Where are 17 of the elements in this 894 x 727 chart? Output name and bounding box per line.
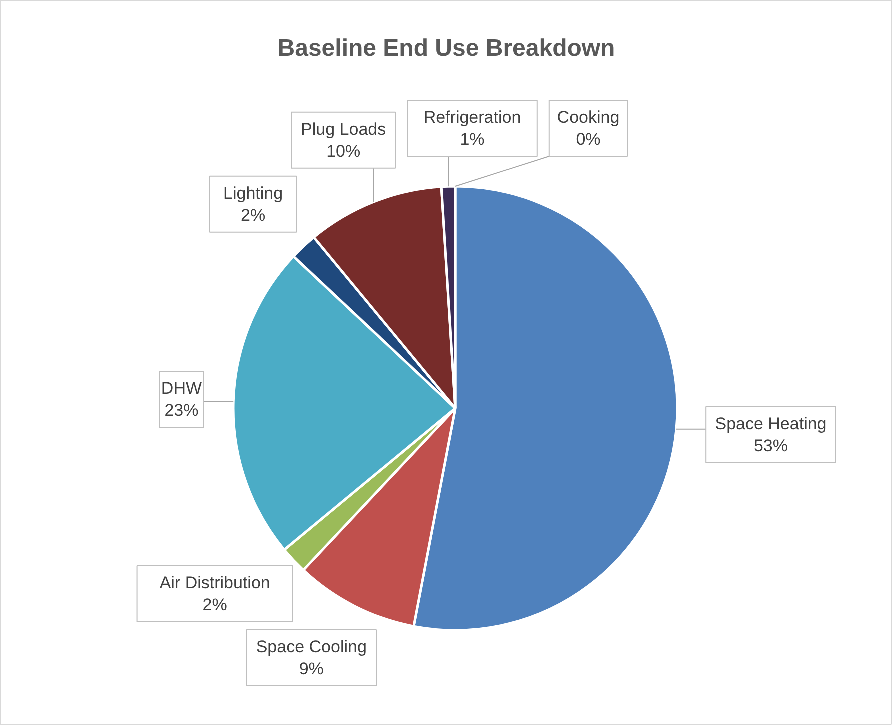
data-label: 23%	[164, 401, 199, 420]
slice-label: Air Distribution	[160, 573, 270, 592]
data-label: 53%	[754, 436, 788, 456]
slice-label: Lighting	[224, 184, 284, 203]
slice-label: Refrigeration	[424, 108, 522, 128]
slice-label: Space Heating	[715, 414, 827, 434]
data-label: 2%	[202, 595, 228, 614]
slice-label: DHW	[161, 379, 202, 398]
slice-label: Space Cooling	[256, 637, 367, 656]
text: 0%	[576, 130, 601, 149]
data-label: 10%	[326, 142, 361, 161]
data-label: 9%	[299, 659, 324, 678]
slice-label: Plug Loads	[301, 120, 386, 139]
chart-title: Baseline End Use Breakdown	[278, 35, 616, 62]
data-label: 1%	[460, 130, 485, 150]
category-label: Cooking	[557, 108, 620, 127]
data-label: 2%	[241, 206, 266, 225]
